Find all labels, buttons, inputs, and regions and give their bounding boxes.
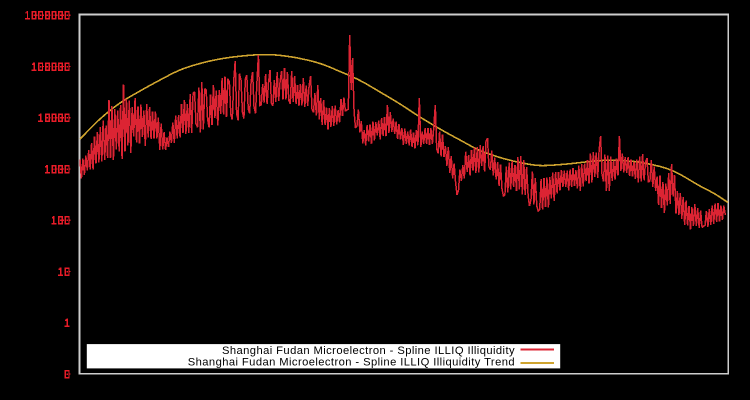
svg-text:Shanghai Fudan Microelectron -: Shanghai Fudan Microelectron - Spline IL…	[222, 345, 515, 357]
svg-text:Shanghai Fudan Microelectron -: Shanghai Fudan Microelectron - Spline IL…	[188, 357, 515, 369]
